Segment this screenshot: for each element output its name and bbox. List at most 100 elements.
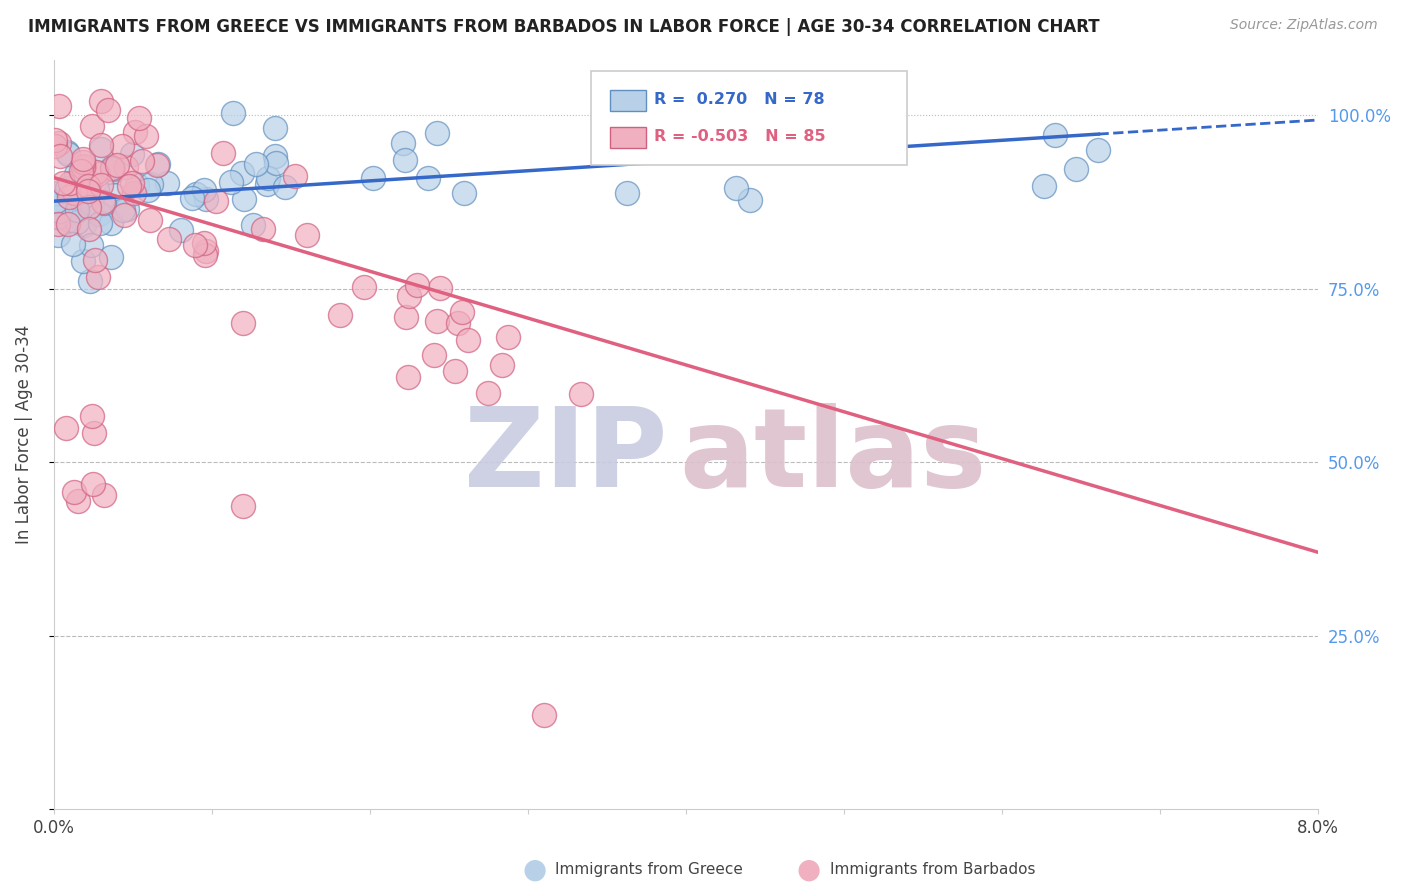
Point (232, 500, 254, 514)
Point (138, 212, 160, 227)
Point (232, 316, 254, 330)
Point (46, 228, 69, 243)
Text: ●: ● (522, 855, 547, 884)
FancyBboxPatch shape (610, 127, 645, 148)
Point (118, 179, 141, 194)
Point (533, 708, 555, 723)
Point (193, 183, 215, 197)
Point (62, 237, 84, 252)
Text: Source: ZipAtlas.com: Source: ZipAtlas.com (1230, 18, 1378, 32)
Point (231, 166, 253, 180)
Point (93, 196, 115, 211)
Point (157, 232, 180, 246)
Point (70, 164, 93, 178)
Point (136, 183, 159, 197)
Point (139, 177, 162, 191)
Point (429, 280, 451, 294)
Point (55, 183, 77, 197)
Point (740, 193, 762, 207)
Point (58, 217, 80, 231)
Y-axis label: In Labor Force | Age 30-34: In Labor Force | Age 30-34 (15, 325, 32, 544)
Point (55, 145, 77, 160)
Point (55, 420, 77, 434)
Point (423, 348, 446, 362)
Point (72, 219, 94, 233)
Point (1032, 179, 1054, 194)
Point (44, 196, 66, 211)
Text: Immigrants from Greece: Immigrants from Greece (555, 863, 744, 877)
Point (477, 386, 499, 401)
Point (79, 274, 101, 288)
Point (121, 176, 143, 190)
Point (53, 199, 76, 213)
Point (1087, 143, 1109, 157)
Point (59, 176, 82, 190)
Point (66, 203, 89, 218)
Point (49, 204, 72, 219)
Point (183, 237, 205, 252)
Point (100, 160, 122, 174)
Point (48, 99, 70, 113)
Point (77, 222, 100, 236)
Point (86, 183, 108, 197)
Point (65, 186, 87, 201)
Point (90, 178, 112, 193)
Point (46, 217, 69, 231)
Point (51, 185, 73, 199)
Point (100, 216, 122, 230)
Point (273, 180, 295, 194)
Point (1064, 161, 1087, 176)
Point (426, 314, 449, 328)
Point (827, 101, 849, 115)
Point (62, 186, 84, 200)
Point (264, 156, 287, 170)
Point (110, 139, 132, 153)
Point (233, 192, 256, 206)
Point (101, 161, 124, 175)
Point (426, 126, 449, 140)
Point (93, 487, 115, 501)
Point (245, 156, 267, 170)
Point (83, 252, 105, 267)
Text: R = -0.503   N = 85: R = -0.503 N = 85 (654, 129, 827, 145)
Point (1043, 128, 1066, 142)
Point (66, 214, 89, 228)
Point (80, 409, 103, 424)
Point (406, 277, 429, 292)
Point (76, 184, 98, 198)
Point (55, 182, 77, 196)
Point (91, 195, 114, 210)
Point (616, 186, 638, 200)
Point (398, 289, 420, 303)
Text: ●: ● (796, 855, 821, 884)
Point (66, 194, 89, 208)
Point (49, 149, 72, 163)
Point (394, 153, 416, 168)
Point (242, 218, 264, 232)
Point (100, 251, 122, 265)
Point (256, 178, 278, 192)
Point (103, 187, 125, 202)
Point (457, 333, 479, 347)
Point (264, 148, 287, 162)
Point (82, 477, 104, 491)
Point (361, 170, 384, 185)
Point (55, 180, 77, 194)
Point (72, 161, 94, 175)
Point (725, 181, 748, 195)
Point (263, 121, 285, 136)
Point (79, 237, 101, 252)
Point (52, 176, 75, 190)
Point (89, 216, 111, 230)
Point (101, 161, 124, 176)
Point (79, 176, 101, 190)
Point (45, 194, 67, 208)
Point (212, 146, 235, 161)
Point (219, 175, 242, 189)
Point (186, 187, 208, 202)
Point (256, 171, 278, 186)
Point (72, 155, 94, 169)
Point (107, 159, 129, 173)
Point (90, 142, 112, 156)
Point (170, 223, 193, 237)
